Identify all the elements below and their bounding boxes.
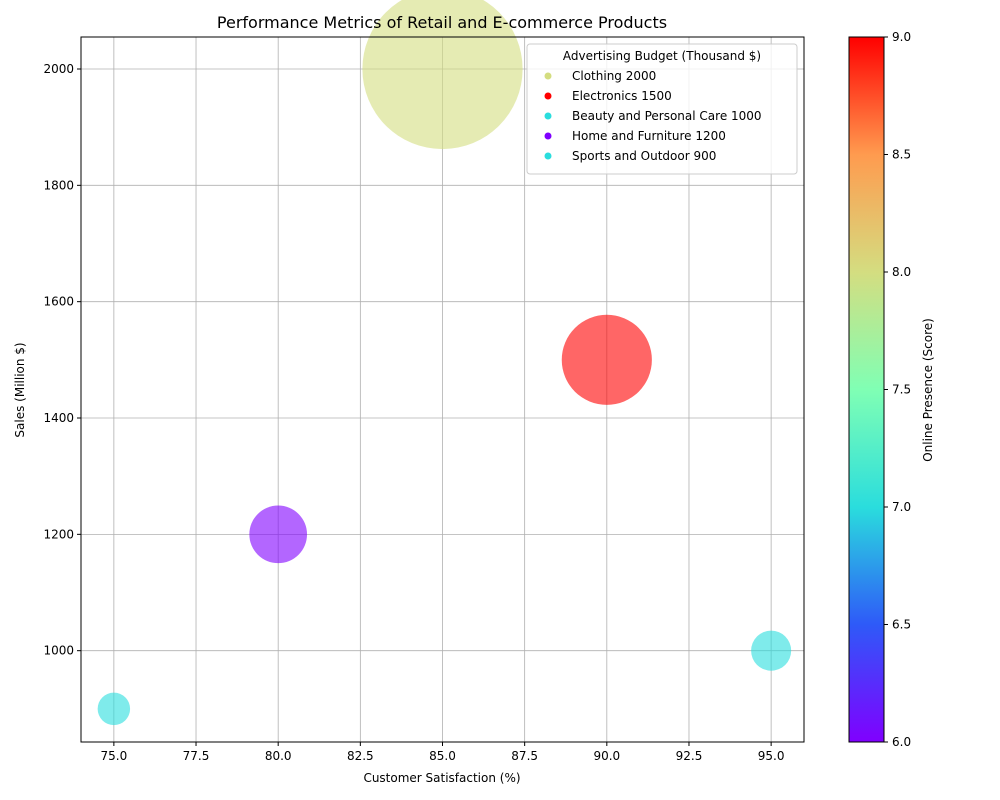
bubble-point	[561, 314, 652, 405]
legend-title: Advertising Budget (Thousand $)	[563, 49, 761, 63]
x-tick-label: 90.0	[593, 749, 620, 763]
grid-lines	[81, 37, 804, 742]
legend-entry-label: Beauty and Personal Care 1000	[572, 109, 762, 123]
x-tick-label: 80.0	[265, 749, 292, 763]
y-tick-label: 1400	[43, 411, 74, 425]
y-tick-label: 1200	[43, 527, 74, 541]
x-tick-label: 92.5	[676, 749, 703, 763]
colorbar-tick-label: 6.0	[892, 735, 911, 749]
legend: Advertising Budget (Thousand $) Clothing…	[526, 43, 798, 175]
y-tick-label: 1600	[43, 295, 74, 309]
x-tick-label: 95.0	[758, 749, 785, 763]
y-tick-label: 2000	[43, 62, 74, 76]
colorbar-label: Online Presence (Score)	[921, 318, 935, 462]
x-tick-label: 87.5	[511, 749, 538, 763]
colorbar-tick-label: 8.5	[892, 148, 911, 162]
y-axis-label: Sales (Million $)	[13, 342, 27, 437]
legend-entry-label: Home and Furniture 1200	[572, 129, 726, 143]
bubble-point	[97, 692, 131, 726]
x-tick-label: 85.0	[429, 749, 456, 763]
legend-marker	[544, 132, 552, 140]
legend-entry-label: Sports and Outdoor 900	[572, 149, 716, 163]
legend-entry-label: Electronics 1500	[572, 89, 672, 103]
x-tick-label: 75.0	[101, 749, 128, 763]
bubble-point	[751, 630, 792, 671]
colorbar-gradient	[848, 36, 885, 743]
legend-marker	[544, 112, 552, 120]
legend-marker	[544, 152, 552, 160]
colorbar-tick-label: 9.0	[892, 30, 911, 44]
legend-marker	[544, 92, 552, 100]
colorbar-tick-label: 7.5	[892, 383, 911, 397]
colorbar-tick-label: 8.0	[892, 265, 911, 279]
x-tick-label: 82.5	[347, 749, 374, 763]
bubble-point	[249, 505, 308, 564]
x-axis-label: Customer Satisfaction (%)	[363, 771, 520, 785]
x-axis: 75.0 77.5 80.0 82.5 85.0 87.5 90.0 92.5 95.0	[101, 742, 785, 763]
colorbar: 6.0 6.5 7.0 7.5 8.0 8.5 9.0 Online Presence (S…	[848, 30, 935, 749]
x-tick-label: 77.5	[183, 749, 210, 763]
colorbar-tick-label: 7.0	[892, 500, 911, 514]
y-tick-label: 1000	[43, 644, 74, 658]
legend-entry-label: Clothing 2000	[572, 69, 656, 83]
y-axis: 1000 1200 1400 1600 1800 2000	[43, 62, 81, 658]
colorbar-tick-label: 6.5	[892, 618, 911, 632]
legend-marker	[544, 72, 552, 80]
chart-title: Performance Metrics of Retail and E-comm…	[217, 13, 667, 32]
y-tick-label: 1800	[43, 178, 74, 192]
legend-box	[526, 43, 798, 175]
